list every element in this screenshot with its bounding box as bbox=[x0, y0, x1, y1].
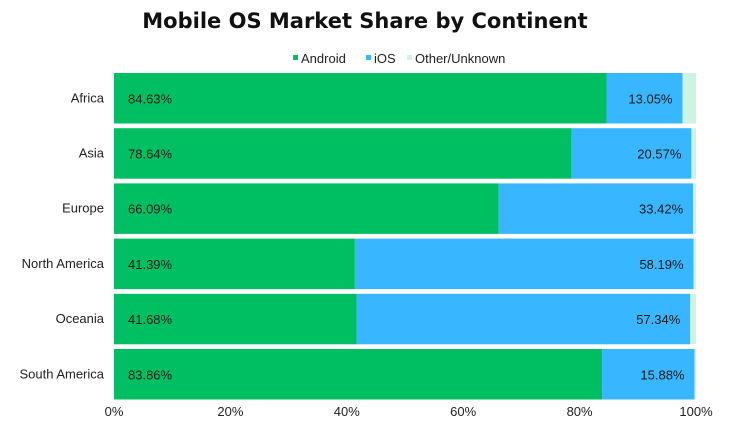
data-label: 41.68% bbox=[128, 312, 173, 327]
data-label: 58.19% bbox=[639, 257, 684, 272]
bar-segment bbox=[114, 183, 499, 234]
bar-segment bbox=[602, 349, 695, 400]
bar-segment bbox=[356, 293, 691, 345]
bar-segment bbox=[114, 349, 603, 400]
category-label: Asia bbox=[79, 145, 105, 160]
bar-segment bbox=[114, 293, 357, 345]
bar-segment bbox=[571, 128, 692, 179]
data-label: 57.34% bbox=[636, 312, 681, 327]
bar-segment bbox=[114, 73, 607, 124]
bar-segment bbox=[114, 128, 572, 179]
bar-segment bbox=[498, 183, 694, 234]
data-label: 20.57% bbox=[637, 146, 682, 161]
bar-segment bbox=[694, 349, 696, 400]
data-label: 15.88% bbox=[640, 367, 685, 382]
data-label: 33.42% bbox=[639, 202, 684, 217]
bar-segment bbox=[606, 73, 683, 124]
data-label: 84.63% bbox=[128, 91, 173, 106]
x-tick-label: 100% bbox=[679, 404, 713, 419]
data-label: 66.09% bbox=[128, 202, 173, 217]
bar-segment bbox=[354, 238, 694, 290]
bar-segment bbox=[691, 128, 696, 179]
legend: Android iOS Other/Unknown bbox=[293, 51, 505, 66]
bar-segment bbox=[682, 73, 696, 124]
category-label: Oceania bbox=[56, 311, 105, 326]
legend-swatch bbox=[407, 55, 412, 60]
x-tick-label: 60% bbox=[450, 404, 476, 419]
category-label: Europe bbox=[62, 201, 104, 216]
x-tick-label: 80% bbox=[567, 404, 593, 419]
x-tick-label: 20% bbox=[217, 404, 243, 419]
bar-segment bbox=[693, 238, 696, 290]
legend-label: Android bbox=[301, 51, 346, 66]
legend-label: Other/Unknown bbox=[415, 51, 505, 66]
x-axis: 0% 20% 40% 60% 80% 100% bbox=[105, 404, 713, 419]
bar-segment bbox=[690, 293, 696, 345]
x-tick-label: 40% bbox=[334, 404, 360, 419]
legend-swatch bbox=[366, 55, 371, 60]
bars: Africa 84.63% 13.05% Asia 78.64% 20.57% Europe… bbox=[19, 73, 696, 400]
bar-segment bbox=[693, 183, 696, 234]
data-label: 13.05% bbox=[628, 91, 673, 106]
x-tick-label: 0% bbox=[105, 404, 124, 419]
data-label: 78.64% bbox=[128, 146, 173, 161]
data-label: 83.86% bbox=[128, 367, 173, 382]
category-label: Africa bbox=[71, 90, 105, 105]
category-label: South America bbox=[19, 366, 104, 381]
category-label: North America bbox=[22, 256, 105, 271]
bar-segment bbox=[114, 238, 355, 290]
legend-label: iOS bbox=[374, 51, 396, 66]
data-label: 41.39% bbox=[128, 257, 173, 272]
chart-title: Mobile OS Market Share by Continent bbox=[142, 9, 587, 33]
legend-swatch bbox=[293, 55, 298, 60]
